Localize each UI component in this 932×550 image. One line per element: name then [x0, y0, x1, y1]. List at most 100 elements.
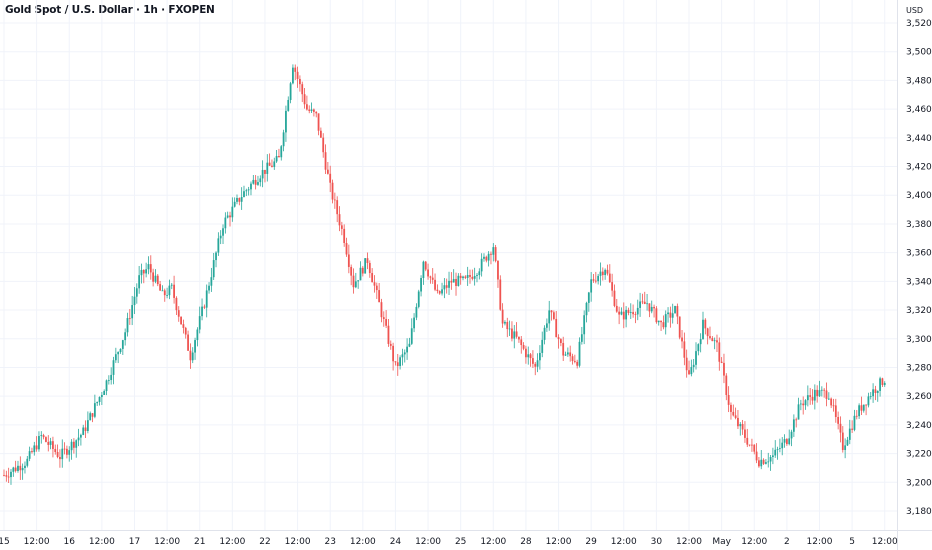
- candle: [98, 396, 101, 406]
- candle: [152, 268, 155, 287]
- candle-body: [734, 415, 737, 418]
- candle: [201, 298, 203, 321]
- candle: [655, 306, 658, 324]
- candle: [56, 444, 59, 459]
- candle-body: [280, 146, 283, 158]
- candle: [294, 64, 297, 81]
- candle-body: [790, 431, 793, 439]
- candle-body: [860, 405, 863, 411]
- time-axis: 15 12:00 16 12:00 17 12:00 21 12:00 22 12:00 23 12:…: [0, 530, 932, 547]
- candle-body: [401, 354, 404, 358]
- candle: [96, 401, 99, 406]
- candle-body: [415, 306, 418, 318]
- candle-body: [508, 328, 511, 330]
- candle: [103, 389, 106, 395]
- candle: [163, 288, 166, 302]
- candle-body: [14, 467, 17, 471]
- candle: [422, 260, 425, 285]
- candle-body: [152, 272, 155, 282]
- candle: [597, 273, 600, 285]
- candle-body: [704, 319, 707, 329]
- candle-body: [841, 432, 844, 450]
- candle-body: [387, 325, 390, 344]
- candle: [860, 396, 863, 416]
- candle-body: [299, 78, 301, 85]
- candle-body: [466, 274, 469, 278]
- candle-body: [33, 445, 36, 453]
- candle: [785, 437, 788, 446]
- candle: [410, 318, 413, 345]
- candle: [851, 420, 854, 433]
- candle-body: [448, 280, 450, 288]
- candle-body: [208, 285, 210, 291]
- candle: [490, 251, 492, 265]
- candle: [569, 345, 572, 362]
- candle-body: [124, 332, 127, 341]
- candle-body: [187, 334, 189, 351]
- candle-body: [536, 360, 539, 367]
- candle: [392, 342, 395, 371]
- candle-body: [75, 440, 78, 448]
- candle-body: [827, 398, 830, 400]
- candle: [296, 66, 299, 88]
- candle: [606, 264, 609, 276]
- y-tick-label: 3,320.00: [906, 306, 932, 316]
- candle: [634, 311, 637, 324]
- candle-body: [436, 289, 439, 291]
- candle-body: [12, 467, 15, 472]
- candle: [47, 435, 50, 452]
- candle-body: [24, 465, 26, 468]
- candle: [641, 293, 644, 305]
- candle: [306, 95, 308, 111]
- candle-body: [229, 215, 231, 218]
- candle-body: [236, 197, 238, 202]
- candle: [529, 352, 532, 367]
- candle: [804, 399, 807, 410]
- candle: [82, 424, 85, 436]
- candle: [126, 312, 129, 337]
- candle-body: [846, 439, 849, 446]
- candle: [846, 436, 849, 447]
- candle-body: [247, 189, 250, 191]
- candle-body: [748, 444, 751, 446]
- x-tick-label: 5: [849, 537, 855, 547]
- candle-body: [872, 389, 874, 397]
- candle-body: [319, 130, 322, 138]
- candle: [774, 440, 777, 458]
- candle-body: [639, 301, 641, 308]
- candle-body: [483, 256, 485, 259]
- candle-body: [47, 441, 50, 445]
- candle: [380, 298, 383, 323]
- candle-body: [96, 401, 99, 404]
- candle: [865, 404, 867, 416]
- candle: [795, 417, 798, 428]
- candle: [75, 439, 78, 458]
- candle: [149, 255, 152, 280]
- candle-body: [385, 319, 388, 326]
- candle: [317, 113, 320, 136]
- candle-body: [333, 199, 336, 201]
- candle: [618, 306, 621, 325]
- chart-title: Gold Spot / U.S. Dollar · 1h · FXOPEN: [5, 4, 215, 16]
- candle-body: [813, 389, 816, 401]
- candle: [765, 459, 767, 465]
- candle-body: [275, 155, 278, 162]
- candle-body: [82, 427, 85, 435]
- candle-body: [268, 162, 271, 166]
- x-tick-label: 12:00: [89, 537, 115, 547]
- candle-body: [396, 362, 399, 367]
- candle-body: [406, 346, 408, 353]
- candle-body: [883, 382, 886, 385]
- candle: [49, 437, 52, 450]
- candle-body: [513, 331, 516, 339]
- candle: [580, 326, 583, 345]
- candle-body: [681, 337, 683, 342]
- candle: [664, 310, 667, 335]
- candle-body: [615, 305, 618, 312]
- candle: [187, 330, 189, 352]
- candle: [280, 145, 283, 161]
- y-tick-label: 3,340.00: [906, 277, 932, 287]
- candle: [166, 287, 168, 299]
- candle-body: [26, 458, 29, 466]
